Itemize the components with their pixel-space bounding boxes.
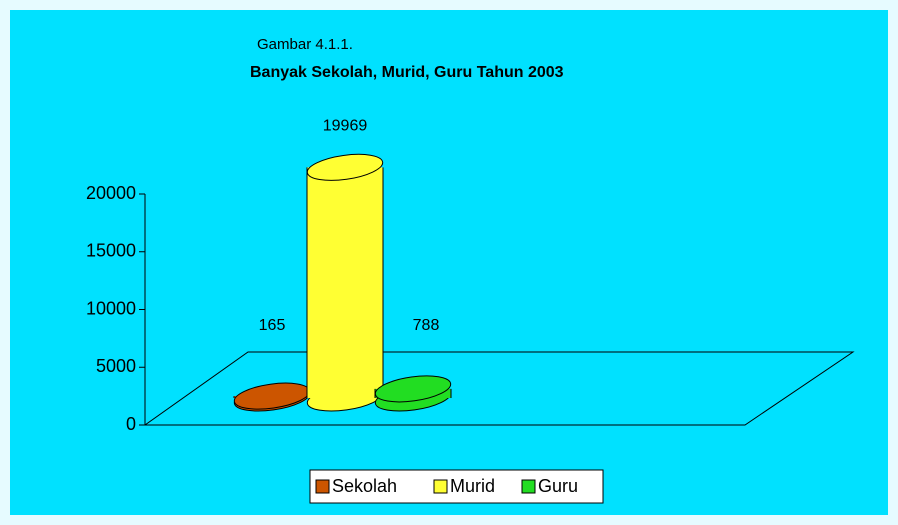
y-tick-label: 20000: [86, 183, 136, 203]
cylinder-top: [374, 375, 452, 403]
legend: [309, 469, 604, 504]
chart-title: Banyak Sekolah, Murid, Guru Tahun 2003: [250, 64, 564, 81]
legend-swatch: [433, 479, 448, 494]
y-tick-label: 15000: [86, 241, 136, 261]
legend-label: Guru: [538, 476, 578, 496]
y-tick-label: 0: [126, 414, 136, 434]
data-label: 19969: [323, 118, 368, 135]
data-label: 788: [413, 317, 440, 334]
y-tick-label: 10000: [86, 298, 136, 318]
legend-label: Murid: [450, 476, 495, 496]
data-label: 165: [259, 317, 286, 334]
chart-subtitle: Gambar 4.1.1.: [257, 36, 353, 53]
legend-swatch: [315, 479, 330, 494]
cylinder-top: [306, 153, 384, 181]
legend-label: Sekolah: [332, 476, 397, 496]
legend-swatch: [521, 479, 536, 494]
chart-area: [10, 10, 888, 515]
cylinder-body: [307, 167, 383, 398]
y-tick-label: 5000: [96, 356, 136, 376]
